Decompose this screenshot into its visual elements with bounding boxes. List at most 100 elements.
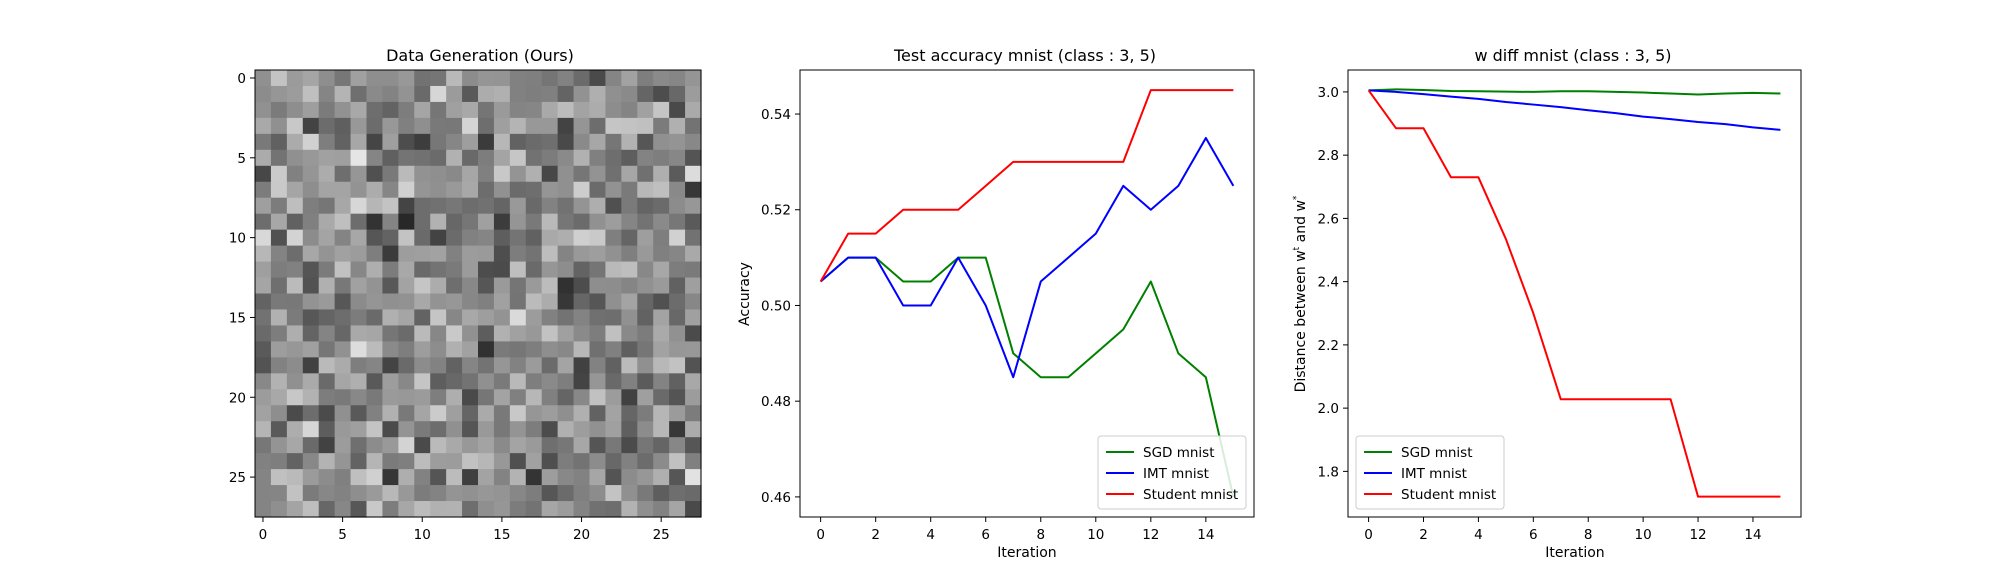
- heatmap-cell: [270, 213, 288, 231]
- heatmap-cell: [255, 245, 272, 263]
- heatmap-cell: [478, 181, 495, 199]
- heatmap-cell: [557, 181, 575, 199]
- heatmap-cell: [382, 325, 399, 342]
- heatmap-cell: [446, 469, 463, 486]
- heatmap-cell: [462, 405, 479, 422]
- heatmap-cell: [398, 133, 415, 151]
- heatmap-cell: [302, 325, 320, 342]
- heatmap-cell: [653, 293, 670, 311]
- heatmap-cell: [286, 181, 304, 199]
- heatmap-cell: [446, 293, 463, 311]
- heatmap-cell: [478, 501, 495, 518]
- heatmap-cell: [286, 405, 304, 422]
- heatmap-cell: [270, 133, 288, 151]
- heatmap-cell: [605, 293, 622, 311]
- heatmap-cell: [493, 133, 511, 151]
- heatmap-panel: Data Generation (Ours) 0 5 10 15 20 25 0 5 10 15 2…: [229, 46, 702, 543]
- heatmap-cell: [637, 389, 654, 406]
- heatmap-cell: [414, 469, 431, 486]
- heatmap-cell: [334, 245, 352, 263]
- heatmap-cell: [589, 165, 607, 183]
- heatmap-cell: [621, 437, 638, 454]
- heatmap-cell: [621, 229, 638, 247]
- heatmap-cell: [573, 325, 591, 342]
- heatmap-cell: [286, 197, 304, 215]
- heatmap-cell: [255, 197, 272, 215]
- heatmap-cell: [493, 85, 511, 103]
- heatmap-cell: [255, 133, 272, 151]
- heatmap-cell: [653, 229, 670, 247]
- heatmap-cell: [318, 277, 336, 295]
- wdiff-ylabel-mid: and w: [1293, 200, 1309, 247]
- heatmap-cell: [557, 357, 575, 374]
- heatmap-cell: [525, 149, 543, 167]
- heatmap-cell: [478, 309, 495, 327]
- heatmap-cell: [573, 245, 591, 263]
- heatmap-cell: [462, 437, 479, 454]
- heatmap-cell: [653, 389, 670, 406]
- heatmap-cell: [637, 229, 654, 247]
- heatmap-cell: [605, 485, 622, 502]
- heatmap-cell: [525, 357, 543, 374]
- heatmap-cell: [414, 437, 431, 454]
- heatmap-cell: [462, 101, 479, 119]
- heatmap-cell: [446, 261, 463, 279]
- heatmap-cell: [398, 357, 415, 374]
- heatmap-cell: [350, 133, 368, 151]
- wdiff-series-sgd-mnist: [1368, 88, 1781, 96]
- heatmap-cell: [462, 421, 479, 438]
- heatmap-cell: [637, 245, 654, 263]
- heatmap-cell: [382, 309, 399, 327]
- accuracy-xtick-label: 14: [1197, 527, 1214, 543]
- heatmap-cell: [462, 501, 479, 518]
- heatmap-cell: [669, 277, 686, 295]
- heatmap-cell: [350, 469, 368, 486]
- heatmap-cell: [318, 501, 336, 518]
- accuracy-panel: Test accuracy mnist (class : 3, 5) 0 2 4 6 8…: [737, 46, 1255, 561]
- heatmap-cell: [669, 325, 686, 342]
- heatmap-cell: [478, 197, 495, 215]
- heatmap-cell: [493, 277, 511, 295]
- heatmap-cell: [589, 261, 607, 279]
- heatmap-cell: [286, 389, 304, 406]
- heatmap-cell: [286, 70, 304, 87]
- heatmap-cell: [541, 197, 559, 215]
- heatmap-cell: [462, 453, 479, 470]
- heatmap-cell: [366, 309, 384, 327]
- heatmap-cell: [286, 117, 304, 135]
- heatmap-cell: [541, 421, 559, 438]
- heatmap-cell: [573, 213, 591, 231]
- heatmap-cell: [605, 245, 622, 263]
- heatmap-cell: [605, 101, 622, 119]
- heatmap-cell: [382, 213, 399, 231]
- heatmap-cell: [398, 101, 415, 119]
- heatmap-cell: [669, 469, 686, 486]
- accuracy-xtick-label: 2: [871, 527, 880, 543]
- heatmap-ytick-label: 25: [229, 470, 246, 486]
- accuracy-legend-box: [1097, 435, 1247, 510]
- heatmap-cell: [573, 469, 591, 486]
- heatmap-cell: [350, 245, 368, 263]
- heatmap-cell: [398, 373, 415, 390]
- heatmap-cell: [525, 469, 543, 486]
- heatmap-cell: [414, 341, 431, 358]
- heatmap-cell: [478, 133, 495, 151]
- heatmap-cell: [255, 485, 272, 502]
- heatmap-cell: [525, 485, 543, 502]
- heatmap-cell: [557, 213, 575, 231]
- heatmap-cell: [366, 469, 384, 486]
- heatmap-cell: [478, 70, 495, 87]
- heatmap-cell: [557, 149, 575, 167]
- heatmap-cell: [493, 453, 511, 470]
- heatmap-cell: [382, 197, 399, 215]
- heatmap-cell: [605, 213, 622, 231]
- heatmap-cell: [621, 181, 638, 199]
- heatmap-cell: [541, 213, 559, 231]
- heatmap-cell: [621, 197, 638, 215]
- heatmap-cell: [302, 165, 320, 183]
- heatmap-cell: [398, 117, 415, 135]
- heatmap-cell: [653, 501, 670, 518]
- heatmap-cell: [525, 325, 543, 342]
- heatmap-cell: [286, 421, 304, 438]
- heatmap-cell: [398, 277, 415, 295]
